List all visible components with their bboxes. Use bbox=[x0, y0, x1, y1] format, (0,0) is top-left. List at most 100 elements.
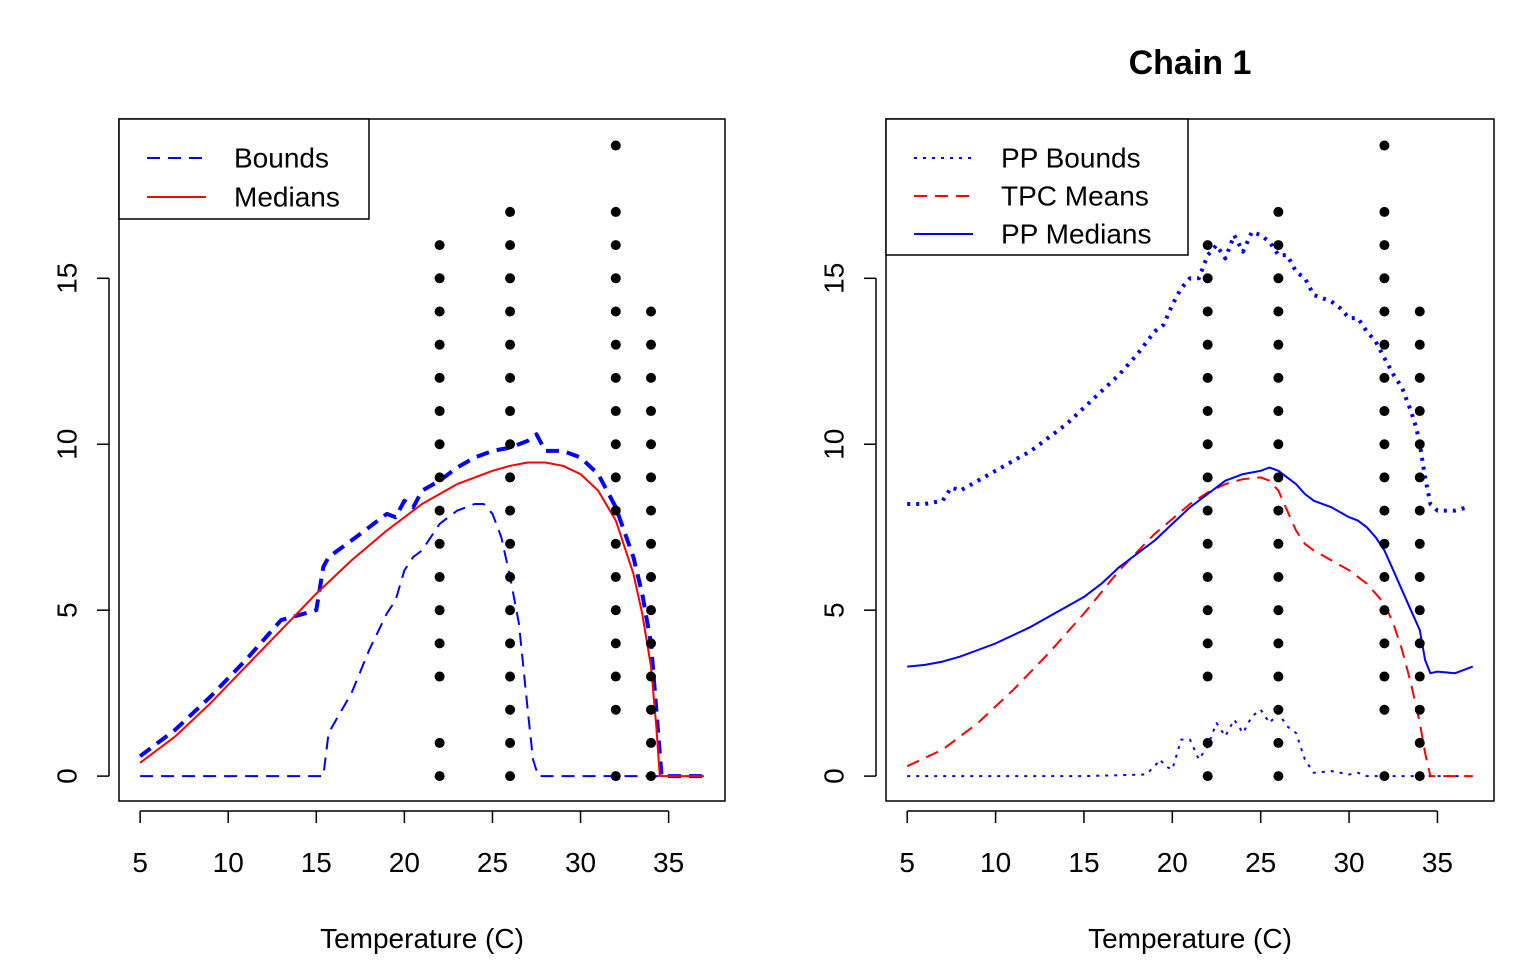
legend-label-bounds: Bounds bbox=[234, 143, 329, 174]
data-point bbox=[1414, 771, 1425, 782]
x-axis-title: Temperature (C) bbox=[1088, 923, 1292, 954]
data-point bbox=[610, 140, 621, 151]
data-point bbox=[1414, 737, 1425, 748]
x-tick-label: 5 bbox=[899, 847, 915, 878]
series-line-bounds-upper bbox=[138, 432, 704, 779]
data-point bbox=[646, 638, 657, 649]
left-panel: 5 10 15 20 25 30 35 Temperature (C) 0 5 10 15 Bounds… bbox=[52, 118, 726, 954]
data-point bbox=[505, 240, 516, 251]
data-point bbox=[1379, 206, 1390, 217]
data-point bbox=[505, 538, 516, 549]
data-point bbox=[646, 538, 657, 549]
data-point bbox=[1202, 372, 1213, 383]
data-point bbox=[646, 339, 657, 350]
data-point bbox=[1273, 472, 1284, 483]
data-point bbox=[1273, 671, 1284, 682]
legend-label-medians: Medians bbox=[234, 182, 340, 213]
data-point bbox=[1202, 538, 1213, 549]
data-point bbox=[646, 372, 657, 383]
series-line-pp-bounds-upper bbox=[907, 229, 1469, 513]
data-point bbox=[434, 240, 445, 251]
data-point bbox=[505, 737, 516, 748]
x-tick-label: 25 bbox=[1245, 847, 1276, 878]
data-point bbox=[1414, 439, 1425, 450]
data-point bbox=[1414, 339, 1425, 350]
y-tick-label: 0 bbox=[52, 768, 83, 784]
data-point bbox=[646, 771, 657, 782]
data-point bbox=[610, 339, 621, 350]
data-point bbox=[1414, 406, 1425, 417]
x-tick-label: 5 bbox=[132, 847, 148, 878]
data-point bbox=[1414, 671, 1425, 682]
data-point bbox=[1202, 737, 1213, 748]
data-point bbox=[505, 306, 516, 317]
data-point bbox=[434, 638, 445, 649]
data-point bbox=[610, 671, 621, 682]
y-tick-label: 15 bbox=[819, 263, 850, 294]
data-point bbox=[610, 273, 621, 284]
data-point bbox=[1202, 472, 1213, 483]
data-point bbox=[610, 704, 621, 715]
data-point bbox=[505, 206, 516, 217]
y-tick-label: 15 bbox=[52, 263, 83, 294]
x-tick-label: 30 bbox=[1333, 847, 1364, 878]
data-point bbox=[434, 671, 445, 682]
data-point bbox=[610, 406, 621, 417]
data-point bbox=[1379, 472, 1390, 483]
x-tick-label: 10 bbox=[213, 847, 244, 878]
data-point bbox=[1414, 538, 1425, 549]
data-point bbox=[434, 306, 445, 317]
data-point bbox=[1414, 372, 1425, 383]
data-point bbox=[434, 439, 445, 450]
data-point bbox=[1379, 306, 1390, 317]
data-point bbox=[610, 638, 621, 649]
data-point bbox=[1273, 273, 1284, 284]
plot-frame bbox=[885, 118, 1495, 802]
data-point bbox=[646, 571, 657, 582]
data-point bbox=[1202, 240, 1213, 251]
data-point bbox=[505, 273, 516, 284]
data-point bbox=[1202, 439, 1213, 450]
legend-label-pp-bounds: PP Bounds bbox=[1001, 143, 1141, 174]
data-point bbox=[610, 240, 621, 251]
data-point bbox=[505, 571, 516, 582]
data-point bbox=[646, 671, 657, 682]
chart-title: Chain 1 bbox=[1129, 44, 1252, 82]
right-panel: Chain 1 5 10 15 20 25 30 35 Temperature (C) 0 5 10 1… bbox=[819, 44, 1495, 954]
data-point bbox=[1273, 638, 1284, 649]
data-point bbox=[646, 439, 657, 450]
x-tick-label: 15 bbox=[1068, 847, 1099, 878]
data-point bbox=[1202, 571, 1213, 582]
data-point bbox=[1379, 439, 1390, 450]
legend bbox=[118, 118, 370, 220]
data-point bbox=[1379, 273, 1390, 284]
data-point bbox=[1202, 638, 1213, 649]
data-point bbox=[1414, 505, 1425, 516]
data-point bbox=[1414, 472, 1425, 483]
data-point bbox=[1273, 339, 1284, 350]
data-point bbox=[1379, 638, 1390, 649]
data-point bbox=[610, 206, 621, 217]
data-point bbox=[505, 638, 516, 649]
data-point bbox=[610, 605, 621, 616]
data-point bbox=[1414, 571, 1425, 582]
data-point bbox=[646, 306, 657, 317]
data-point bbox=[1379, 538, 1390, 549]
data-point bbox=[1273, 372, 1284, 383]
data-point bbox=[1273, 571, 1284, 582]
data-point bbox=[434, 505, 445, 516]
x-tick-label: 10 bbox=[980, 847, 1011, 878]
y-tick-label: 10 bbox=[819, 429, 850, 460]
data-point bbox=[610, 771, 621, 782]
data-point bbox=[1273, 704, 1284, 715]
data-point bbox=[434, 771, 445, 782]
data-point bbox=[1379, 704, 1390, 715]
data-point bbox=[434, 605, 445, 616]
data-point bbox=[646, 737, 657, 748]
series-line-medians bbox=[139, 461, 704, 778]
y-tick-label: 5 bbox=[819, 602, 850, 618]
data-point bbox=[505, 671, 516, 682]
x-tick-label: 25 bbox=[477, 847, 508, 878]
data-point bbox=[434, 372, 445, 383]
data-point bbox=[1273, 206, 1284, 217]
